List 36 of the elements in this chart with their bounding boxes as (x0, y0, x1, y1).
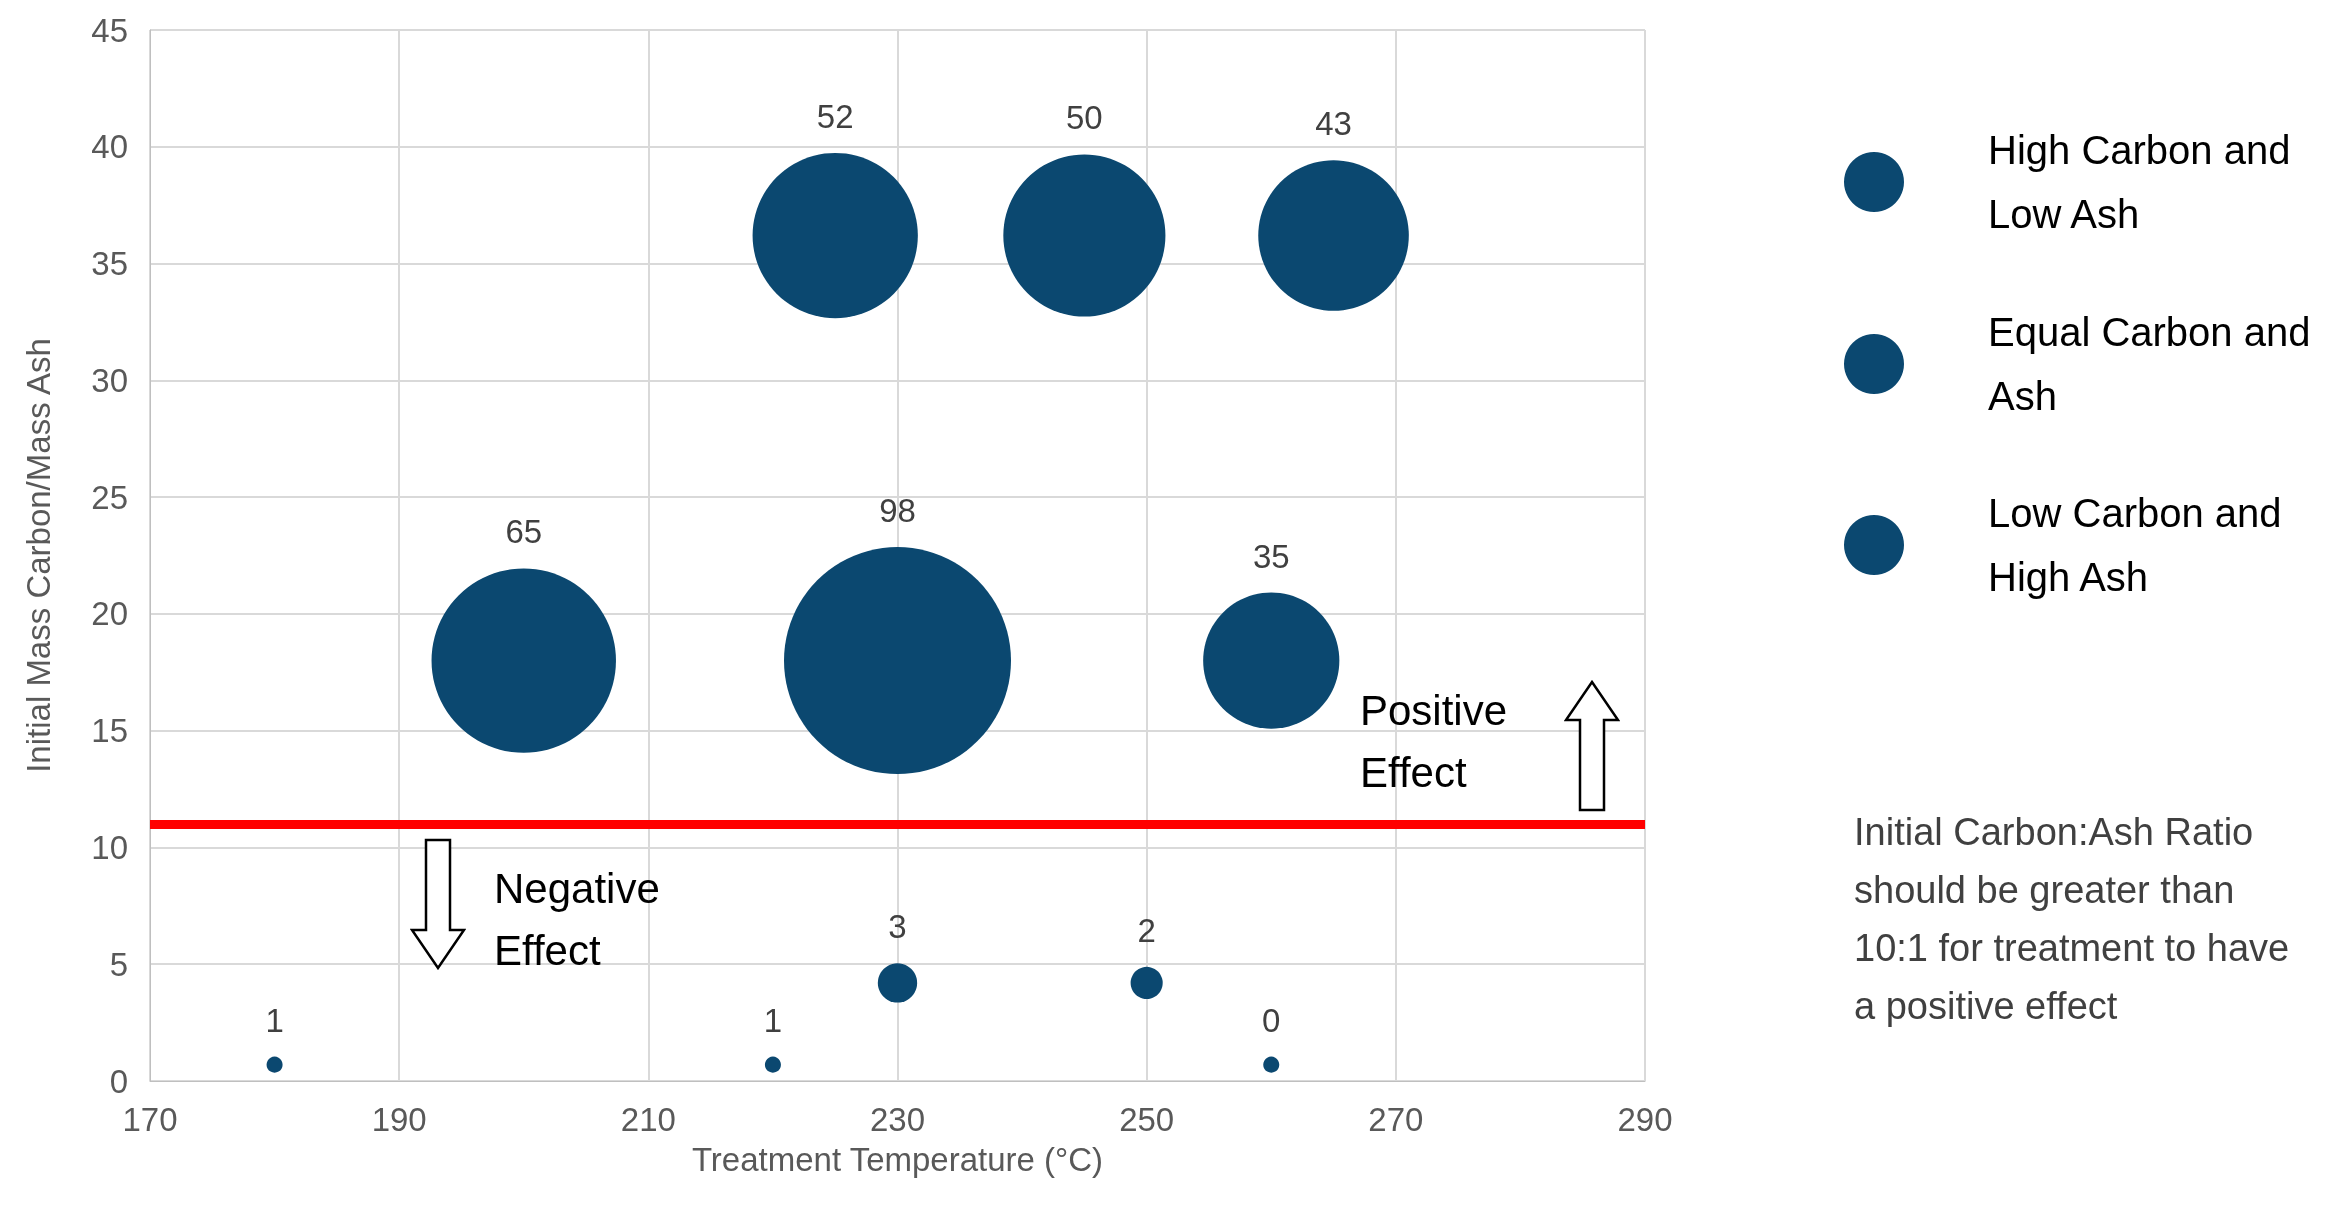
annotation: 3 (888, 908, 907, 946)
legend-label: High Carbon and Low Ash (1988, 128, 2302, 236)
legend-label: Low Carbon and High Ash (1988, 491, 2293, 599)
annotation: Positive Effect (1360, 686, 1509, 798)
annotation: Negative Effect (494, 864, 661, 976)
x-tick-label: 270 (1368, 1101, 1424, 1138)
y-tick-label: 25 (91, 478, 128, 516)
annotation: 1 (265, 1001, 284, 1039)
legend-label: Equal Carbon and Ash (1988, 310, 2322, 418)
y-tick-label: 15 (91, 712, 128, 750)
annotation: 52 (816, 97, 854, 135)
y-tick-label: 35 (91, 245, 128, 283)
annotation: 43 (1315, 105, 1352, 143)
x-tick-label: 250 (1119, 1101, 1175, 1138)
x-tick-label: 290 (1617, 1101, 1673, 1138)
annotation: 98 (879, 492, 916, 530)
y-tick-label: 20 (91, 595, 128, 633)
x-tick-label: 210 (620, 1101, 676, 1138)
annotation: 0 (1262, 1001, 1281, 1039)
text: Initial Carbon:Ash Ratio should be greater than 10:1 for treatment to have a positive effect (1854, 810, 2291, 1029)
x-tick-label: 230 (869, 1101, 926, 1138)
x-axis-title: Treatment Temperature (°C) (691, 1141, 1104, 1178)
annotation: 50 (1066, 99, 1103, 137)
x-tick-label: 170 (122, 1101, 178, 1138)
y-tick-label: 0 (109, 1062, 128, 1100)
x-tick-label: 190 (371, 1101, 427, 1138)
annotation: 2 (1137, 911, 1156, 949)
annotation: 1 (763, 1001, 783, 1039)
y-tick-label: 45 (91, 11, 128, 49)
annotation: 35 (1252, 537, 1290, 575)
y-tick-label: 5 (109, 945, 128, 983)
annotation: 65 (505, 513, 543, 551)
y-axis-title: Initial Mass Carbon/Mass Ash (20, 338, 57, 773)
y-tick-label: 10 (91, 828, 128, 866)
y-tick-label: 30 (91, 361, 128, 399)
y-tick-label: 40 (91, 128, 128, 166)
